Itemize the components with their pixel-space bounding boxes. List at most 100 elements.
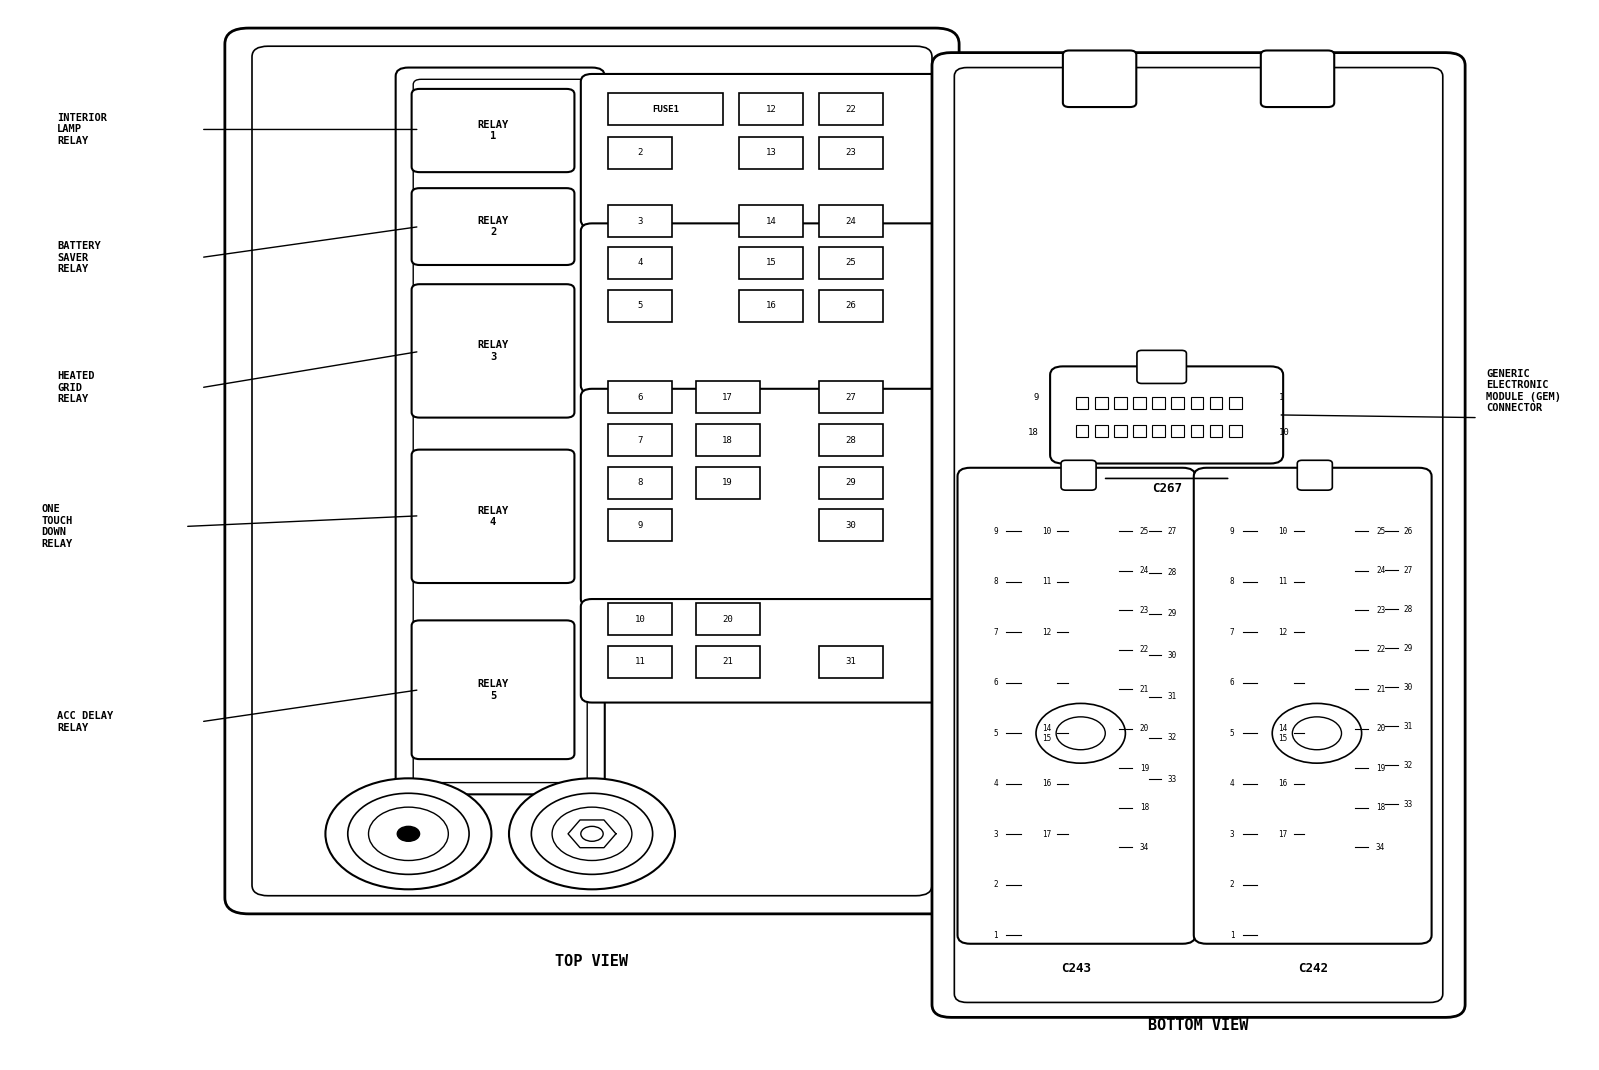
Text: 23: 23 xyxy=(1377,606,1385,615)
Text: 21: 21 xyxy=(1140,685,1150,693)
Bar xyxy=(696,603,760,636)
Text: 2: 2 xyxy=(636,149,643,157)
Text: 18: 18 xyxy=(1140,804,1150,812)
Text: 10: 10 xyxy=(1278,526,1287,536)
Text: 17: 17 xyxy=(723,393,732,402)
Text: 12: 12 xyxy=(766,105,776,113)
Text: 23: 23 xyxy=(1140,606,1150,615)
Bar xyxy=(1191,425,1204,438)
Text: 32: 32 xyxy=(1167,733,1177,743)
Text: 5: 5 xyxy=(1230,729,1234,738)
Text: 3: 3 xyxy=(1230,829,1234,839)
Bar xyxy=(608,247,672,279)
Circle shape xyxy=(326,778,491,889)
Text: 33: 33 xyxy=(1404,800,1414,809)
Text: RELAY
4: RELAY 4 xyxy=(478,505,508,528)
Text: 19: 19 xyxy=(723,478,732,487)
FancyBboxPatch shape xyxy=(413,79,587,782)
Bar xyxy=(1191,397,1204,410)
Bar xyxy=(1095,425,1108,438)
Text: 28: 28 xyxy=(846,435,855,444)
Text: 30: 30 xyxy=(1167,651,1177,660)
FancyBboxPatch shape xyxy=(1297,460,1332,490)
Text: 24: 24 xyxy=(1140,566,1150,576)
Text: 7: 7 xyxy=(993,628,998,637)
Text: C243: C243 xyxy=(1062,962,1092,975)
Circle shape xyxy=(552,807,632,860)
FancyBboxPatch shape xyxy=(955,67,1442,1003)
Text: 11: 11 xyxy=(1043,578,1052,586)
Text: 25: 25 xyxy=(1377,526,1385,536)
Text: 26: 26 xyxy=(846,301,855,310)
Bar xyxy=(1076,425,1089,438)
Text: 12: 12 xyxy=(1278,628,1287,637)
Text: 9: 9 xyxy=(993,526,998,536)
FancyBboxPatch shape xyxy=(1062,460,1095,490)
Text: 31: 31 xyxy=(1404,722,1414,731)
Circle shape xyxy=(580,826,603,841)
Text: 20: 20 xyxy=(1140,724,1150,733)
Text: 9: 9 xyxy=(1230,526,1234,536)
Text: 17: 17 xyxy=(1278,829,1287,839)
FancyBboxPatch shape xyxy=(580,388,963,607)
FancyBboxPatch shape xyxy=(1260,50,1334,107)
Text: 11: 11 xyxy=(1278,578,1287,586)
Text: 3: 3 xyxy=(993,829,998,839)
Text: 22: 22 xyxy=(1377,645,1385,654)
Text: BATTERY
SAVER
RELAY: BATTERY SAVER RELAY xyxy=(58,241,101,274)
Text: 14
15: 14 15 xyxy=(1043,723,1052,743)
Bar xyxy=(696,381,760,413)
Text: 6: 6 xyxy=(993,678,998,687)
Text: 2: 2 xyxy=(993,881,998,889)
Text: RELAY
5: RELAY 5 xyxy=(478,679,508,701)
Text: 31: 31 xyxy=(846,657,855,667)
Text: 14: 14 xyxy=(766,217,776,226)
Circle shape xyxy=(347,793,469,874)
Text: 27: 27 xyxy=(846,393,855,402)
FancyBboxPatch shape xyxy=(1194,468,1431,944)
Bar xyxy=(1153,425,1166,438)
FancyBboxPatch shape xyxy=(580,74,963,228)
Text: 1: 1 xyxy=(993,931,998,939)
Text: 1: 1 xyxy=(1230,931,1234,939)
Bar xyxy=(1153,397,1166,410)
Text: 21: 21 xyxy=(1377,685,1385,693)
Text: 29: 29 xyxy=(846,478,855,487)
Bar xyxy=(1172,425,1185,438)
FancyBboxPatch shape xyxy=(580,599,963,703)
FancyBboxPatch shape xyxy=(411,89,574,172)
Text: 4: 4 xyxy=(1230,779,1234,789)
Bar xyxy=(1076,397,1089,410)
Text: 10: 10 xyxy=(1043,526,1052,536)
Text: 25: 25 xyxy=(846,258,855,268)
Bar xyxy=(739,247,803,279)
Bar xyxy=(819,290,883,322)
Text: BOTTOM VIEW: BOTTOM VIEW xyxy=(1148,1019,1249,1034)
Text: HEATED
GRID
RELAY: HEATED GRID RELAY xyxy=(58,371,94,404)
Bar xyxy=(819,205,883,238)
Text: 28: 28 xyxy=(1167,568,1177,577)
Text: 28: 28 xyxy=(1404,605,1414,614)
Text: 29: 29 xyxy=(1404,644,1414,653)
Text: 4: 4 xyxy=(993,779,998,789)
Text: 14
15: 14 15 xyxy=(1278,723,1287,743)
Text: 8: 8 xyxy=(636,478,643,487)
Bar xyxy=(1134,397,1146,410)
Bar xyxy=(819,93,883,125)
Circle shape xyxy=(531,793,652,874)
Text: 19: 19 xyxy=(1377,764,1385,773)
Text: C267: C267 xyxy=(1151,482,1182,494)
Bar xyxy=(739,205,803,238)
Bar xyxy=(608,137,672,169)
Text: 26: 26 xyxy=(1404,526,1414,536)
Bar xyxy=(1230,397,1242,410)
Text: 7: 7 xyxy=(1230,628,1234,637)
Text: 21: 21 xyxy=(723,657,732,667)
Text: 16: 16 xyxy=(1278,779,1287,789)
FancyBboxPatch shape xyxy=(958,468,1196,944)
Bar xyxy=(1210,425,1223,438)
Text: 8: 8 xyxy=(993,578,998,586)
Text: 24: 24 xyxy=(846,217,855,226)
Text: 34: 34 xyxy=(1377,842,1385,852)
Text: 9: 9 xyxy=(1033,393,1039,402)
